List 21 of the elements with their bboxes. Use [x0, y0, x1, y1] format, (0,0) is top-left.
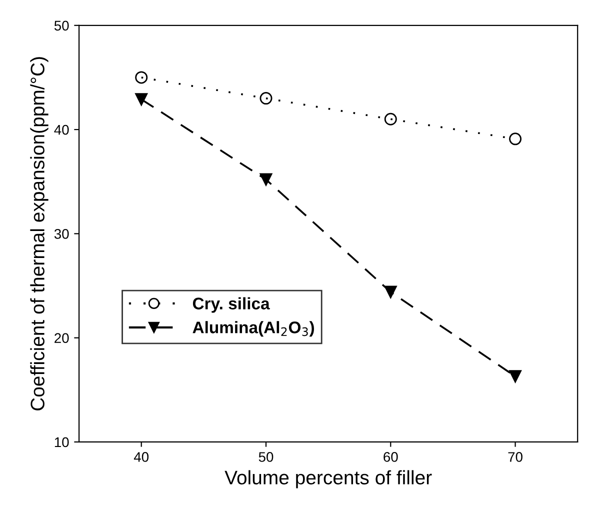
y-tick-label: 50	[54, 20, 69, 31]
y-axis-title: Coefficient of thermal expansion(ppm/°C)	[30, 57, 48, 410]
point	[135, 93, 148, 106]
x-tick-label: 40	[134, 452, 149, 462]
point	[509, 132, 522, 146]
x-tick-label: 60	[384, 452, 398, 462]
point	[384, 286, 397, 298]
y-tick-label: 10	[54, 437, 69, 448]
point	[135, 71, 148, 84]
legend-label: Alumina(Al$_{2}$O$_{3}$)	[192, 321, 314, 337]
point	[384, 112, 397, 126]
legend-label: Cry. silica	[192, 297, 270, 313]
x-axis-title: Volume percents of filler	[224, 470, 432, 488]
x-tick-label: 70	[508, 452, 522, 462]
point	[509, 370, 522, 383]
y-tick-label: 20	[54, 333, 69, 343]
x-tick-label: 50	[258, 452, 274, 462]
y-tick-label: 30	[54, 229, 69, 239]
point	[260, 173, 272, 186]
y-tick-label: 40	[54, 124, 69, 135]
point	[260, 92, 272, 105]
